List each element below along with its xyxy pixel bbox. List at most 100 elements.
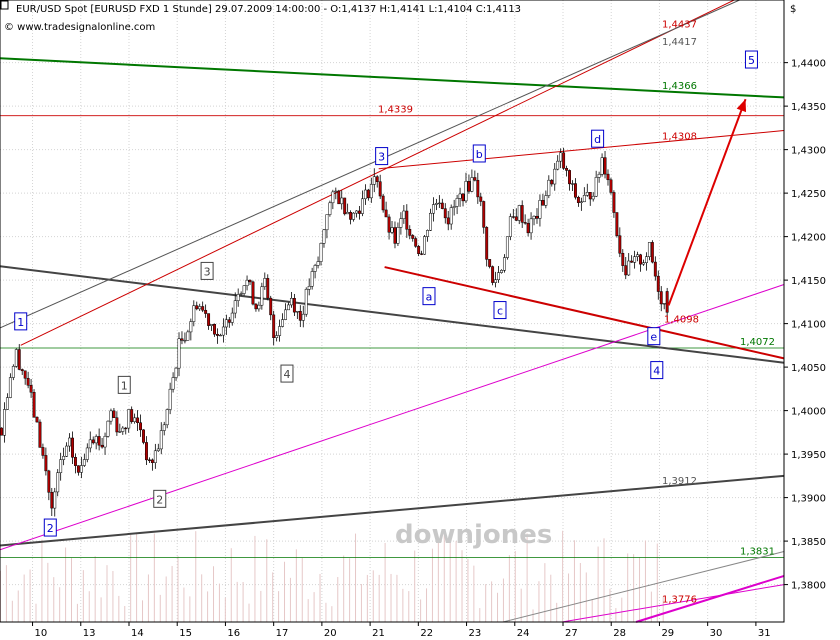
candle-body [656,275,660,292]
candle-body [650,242,654,263]
volume-bar [384,542,386,622]
volume-bars [0,530,664,622]
candle-body [17,349,21,370]
candle-body [411,235,415,239]
candle-body [292,298,296,313]
candle-body [597,173,601,178]
candle-body [665,291,669,313]
candle-body [331,191,335,204]
candle-body [189,321,193,333]
wave-labels: 1 2 1 2 3 4 3 a b c d e 4 5 [14,50,758,537]
level-labels: 1,4437 1,4417 1,4366 1,4339 1,4308 1,4098 1,40… [378,19,775,605]
wave-label-text: a [426,291,433,304]
trend-line-magenta-lower-thin [562,584,785,623]
volume-bar [426,588,428,622]
candle-body [458,193,462,199]
candle-body [106,420,110,437]
candle-body [142,429,145,443]
trend-line-gray-lower [502,551,785,623]
trend-line-green-resistance [0,57,785,99]
candle-body [538,200,542,219]
candle-body [59,459,63,473]
wave-label-text: 2 [156,493,163,506]
volume-bar [153,533,155,622]
volume-bar [112,571,114,622]
candle-body [396,227,400,244]
volume-bar [615,608,617,622]
wave-label: 3 [200,261,214,280]
candle-body [384,209,388,218]
candle-body [526,222,530,234]
chart-title: EUR/USD Spot [EURUSD FXD 1 Stunde] 29.07… [16,4,521,15]
volume-bar [189,596,191,622]
candle-body [573,183,577,198]
candle-body [520,205,524,223]
candle-body [130,409,134,422]
wave-label: e [647,327,661,346]
candle-body [346,212,350,215]
volume-bar [662,596,664,622]
candle-body [360,198,364,214]
candle-body [100,444,104,448]
candle-body [68,437,71,447]
candle-body [603,157,607,175]
volume-bar [124,605,126,622]
volume-bar [627,553,629,622]
wave-label-box [493,301,507,320]
candle-body [44,455,48,472]
y-tick-label: 1,4000 [791,407,826,418]
candle-body [482,201,486,228]
candle-body [62,456,66,460]
candle-body [594,177,598,197]
level-label: 1,4366 [662,81,697,92]
volume-bar [550,574,552,622]
candle-body [204,309,208,314]
candle-body [97,436,101,446]
candle-body [426,230,429,237]
volume-bar [479,608,481,622]
candle-body [127,409,131,429]
candle-body [192,305,196,322]
candle-body [562,152,566,169]
candle-body [79,465,83,473]
candle-body [621,252,625,266]
candle-body [334,190,338,193]
candle-body [508,216,512,237]
x-tick-label: 23 [469,628,482,639]
candle-body [319,243,323,262]
wave-label-text: 5 [748,54,755,67]
volume-bar [106,565,108,622]
volume-bar [579,563,581,622]
candle-body [322,229,326,244]
volume-bar [319,573,321,622]
candle-body [582,195,586,203]
candle-body [304,289,308,315]
candle-body [147,459,151,461]
volume-bar [11,600,13,622]
candle-body [639,254,642,265]
expand-icon[interactable] [0,0,9,10]
candle-body [281,319,285,327]
candle-body [612,192,616,213]
y-tick-label: 1,4400 [791,59,826,70]
candle-body [541,200,545,206]
candle-body [165,409,169,426]
volume-bar [538,581,540,622]
candle-body [446,217,450,225]
candle-body [156,448,160,452]
candle-body [352,212,356,220]
candle-body [150,459,154,463]
wave-label-box [422,287,436,306]
wave-label-text: 3 [378,151,385,164]
candle-body [437,202,441,205]
volume-bar [449,535,451,622]
volume-bar [289,577,291,622]
volume-bar [372,570,374,622]
candle-body [32,392,36,418]
candle-body [239,293,243,295]
volume-bar [301,557,303,622]
candle-body [11,366,15,378]
candle-body [423,236,427,255]
trend-line-magenta-lower [635,574,785,623]
volume-bar [437,541,439,622]
